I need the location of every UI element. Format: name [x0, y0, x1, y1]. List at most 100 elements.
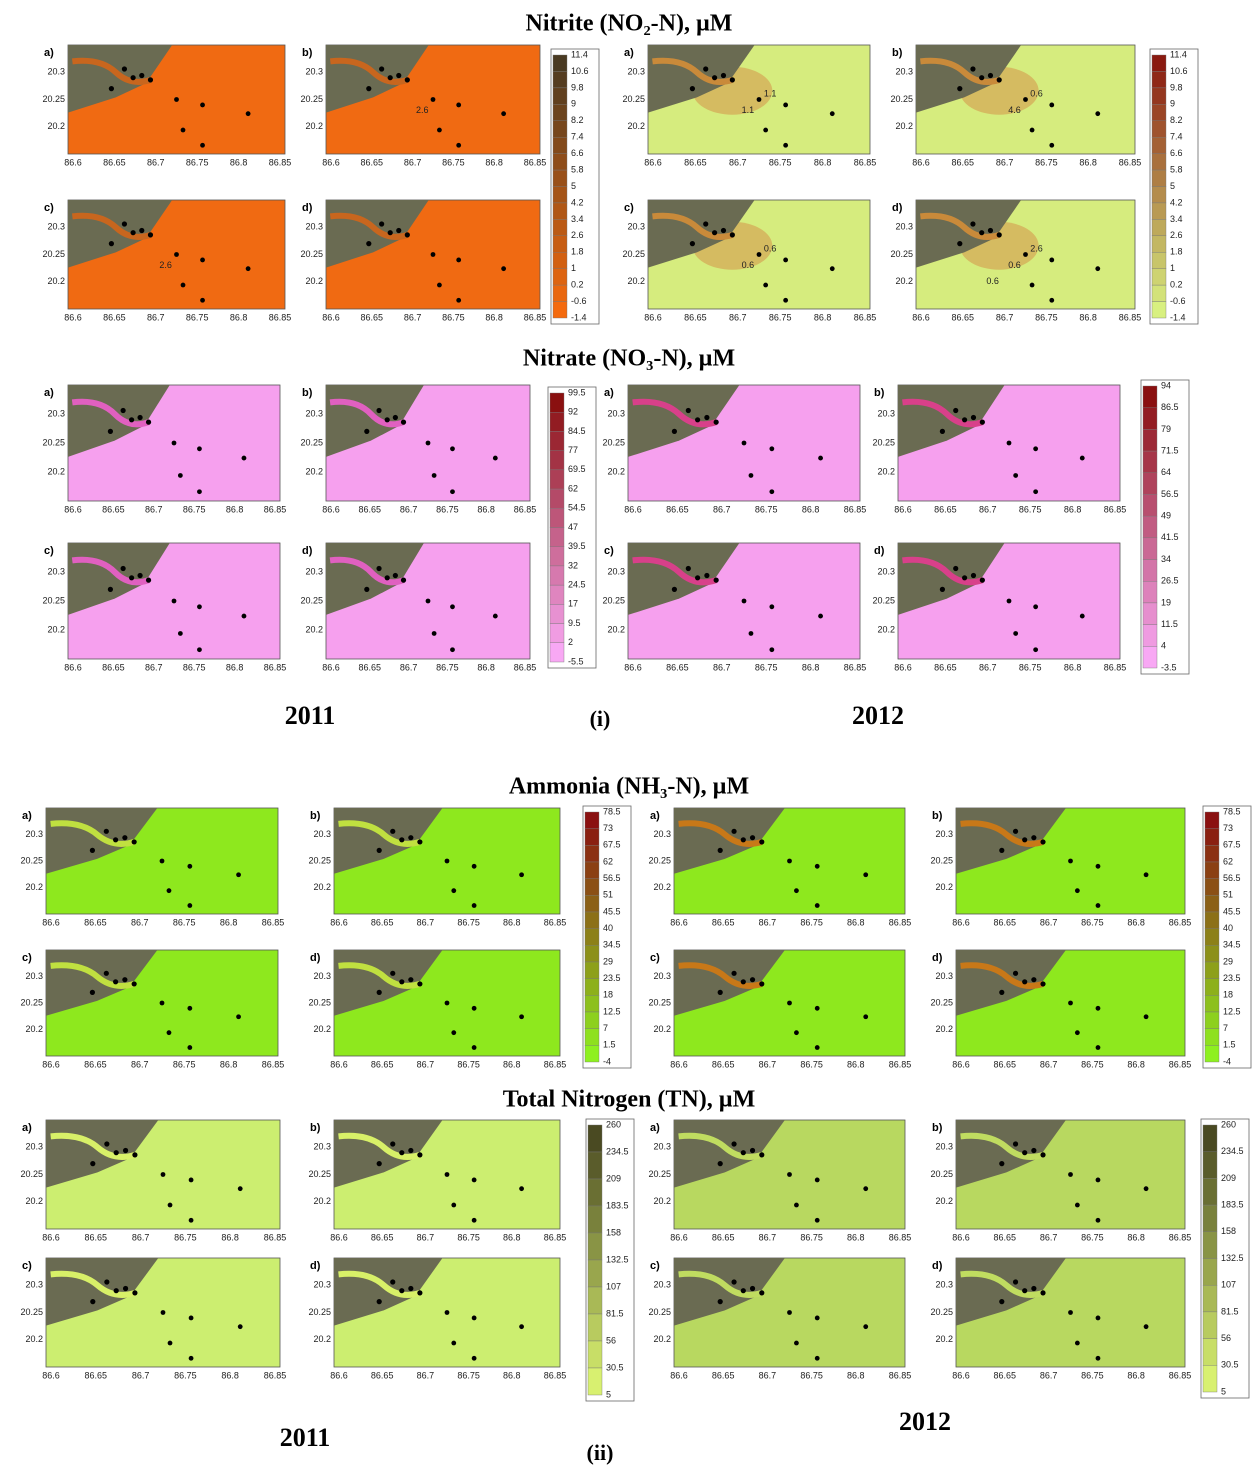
x-tick-label: 86.6: [912, 157, 930, 167]
x-tick-label: 86.85: [544, 917, 567, 927]
panel-label: d): [892, 202, 903, 214]
colorbar-tick-label: 41.5: [1161, 532, 1179, 542]
station: [114, 1150, 119, 1155]
station: [377, 1299, 382, 1304]
station: [129, 575, 134, 580]
panel-label: b): [310, 810, 321, 822]
station: [1068, 1310, 1073, 1315]
colorbar-tick-label: 69.5: [568, 464, 586, 474]
colorbar-tick-label: 77: [568, 445, 578, 455]
contour-label: 0.6: [742, 260, 755, 270]
panel-label: a): [604, 387, 614, 399]
y-tick-label: 20.2: [877, 466, 895, 476]
station: [1075, 1341, 1080, 1346]
x-tick-label: 86.7: [400, 662, 418, 672]
station: [750, 835, 755, 840]
station: [672, 429, 677, 434]
station: [1031, 1148, 1036, 1153]
y-tick-label: 20.2: [47, 466, 65, 476]
station: [450, 489, 455, 494]
x-tick-label: 86.6: [644, 157, 662, 167]
y-tick-label: 20.25: [308, 1169, 331, 1179]
y-tick-label: 20.3: [935, 1280, 953, 1290]
colorbar-tick-label: 234.5: [606, 1146, 629, 1156]
colorbar-tick-label: 9: [1170, 99, 1175, 109]
map-panel: a)20.320.2520.286.686.6586.786.7586.886.…: [20, 808, 284, 927]
x-tick-label: 86.8: [230, 312, 248, 322]
part-label: (ii): [587, 1440, 614, 1465]
x-tick-label: 86.7: [400, 504, 418, 514]
station: [815, 1316, 820, 1321]
station: [783, 103, 788, 108]
colorbar-step: [1203, 1178, 1217, 1205]
x-tick-label: 86.8: [220, 1059, 238, 1069]
station: [408, 1148, 413, 1153]
x-tick-label: 86.85: [1169, 1232, 1192, 1242]
station: [1144, 1014, 1149, 1019]
station: [730, 232, 735, 237]
y-tick-label: 20.3: [935, 1142, 953, 1152]
x-tick-label: 86.85: [269, 157, 292, 167]
y-tick-label: 20.25: [930, 1169, 953, 1179]
colorbar-step: [588, 1260, 602, 1287]
station: [148, 232, 153, 237]
station: [1013, 473, 1018, 478]
y-tick-label: 20.2: [895, 276, 913, 286]
colorbar-step: [1205, 1012, 1219, 1029]
colorbar-step: [585, 995, 599, 1012]
station: [1075, 1203, 1080, 1208]
x-tick-label: 86.7: [996, 312, 1014, 322]
colorbar-tick-label: 81.5: [1221, 1306, 1239, 1316]
x-tick-label: 86.6: [952, 1232, 970, 1242]
x-tick-label: 86.85: [514, 504, 537, 514]
station: [385, 417, 390, 422]
y-tick-label: 20.2: [607, 466, 625, 476]
colorbar-step: [550, 643, 564, 662]
colorbar-step: [1152, 269, 1166, 285]
colorbar-step: [1205, 929, 1219, 946]
y-tick-label: 20.3: [877, 566, 895, 576]
colorbar-tick-label: 9.5: [568, 618, 581, 628]
panel-label: d): [302, 545, 313, 557]
x-tick-label: 86.75: [457, 1059, 480, 1069]
colorbar-tick-label: 183.5: [606, 1200, 629, 1210]
y-tick-label: 20.2: [25, 1334, 43, 1344]
station: [396, 228, 401, 233]
colorbar-tick-label: -1.4: [1170, 312, 1186, 322]
station: [90, 1299, 95, 1304]
contour-label: 2.6: [159, 260, 172, 270]
colorbar-step: [550, 547, 564, 566]
station: [769, 647, 774, 652]
x-tick-label: 86.65: [85, 1232, 108, 1242]
x-tick-label: 86.65: [684, 312, 707, 322]
colorbar-tick-label: 5: [606, 1389, 611, 1399]
colorbar-step: [585, 979, 599, 996]
colorbar-tick-label: 45.5: [1223, 906, 1241, 916]
colorbar-tick-label: 158: [606, 1227, 621, 1237]
x-tick-label: 86.7: [131, 1059, 149, 1069]
station: [121, 566, 126, 571]
contour-label: 1.1: [764, 88, 777, 98]
y-tick-label: 20.3: [627, 222, 645, 232]
colorbar-step: [1205, 895, 1219, 912]
x-tick-label: 86.85: [264, 1370, 287, 1380]
colorbar-tick-label: 56.5: [1161, 489, 1179, 499]
colorbar-tick-label: 23.5: [603, 973, 621, 983]
station: [794, 888, 799, 893]
y-tick-label: 20.25: [20, 855, 43, 865]
station: [731, 1279, 736, 1284]
station: [731, 829, 736, 834]
x-tick-label: 86.6: [42, 1232, 60, 1242]
station: [1144, 1186, 1149, 1191]
colorbar-step: [1205, 829, 1219, 846]
station: [769, 446, 774, 451]
colorbar-step: [1152, 170, 1166, 186]
station: [123, 1286, 128, 1291]
station: [90, 848, 95, 853]
colorbar-step: [550, 624, 564, 643]
colorbar-step: [550, 528, 564, 547]
panel-label: d): [932, 1260, 943, 1272]
y-tick-label: 20.25: [930, 1307, 953, 1317]
station: [129, 417, 134, 422]
panel-label: c): [604, 545, 614, 557]
